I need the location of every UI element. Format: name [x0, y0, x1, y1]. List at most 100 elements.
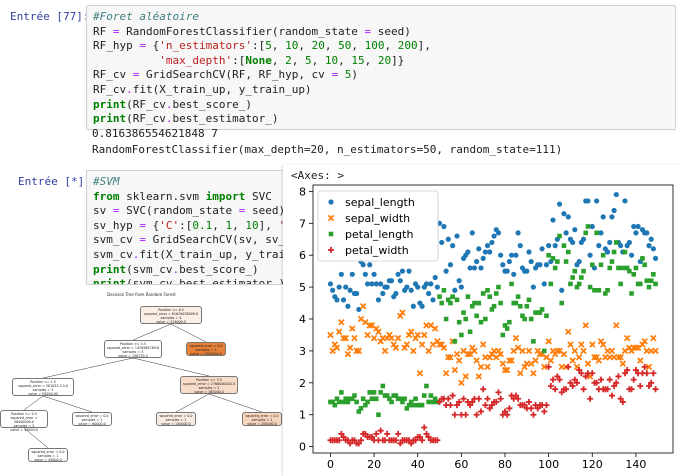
legend-box [317, 190, 439, 262]
petal-length-point [341, 399, 346, 405]
sepal-length-point [465, 249, 471, 255]
sepal-width-point [512, 334, 520, 342]
sepal-width-point [484, 363, 491, 371]
sepal-length-point [628, 252, 635, 258]
sepal-width-point [462, 373, 469, 380]
sepal-width-point [582, 322, 589, 329]
sepal-width-point [536, 350, 544, 358]
sepal-width-point [645, 363, 653, 371]
sepal-length-point [367, 262, 373, 268]
petal-width-point [624, 367, 631, 374]
tree-node: squared_error = 0.0 samples = 1 value = 45… [28, 448, 68, 462]
petal-width-point [347, 440, 354, 447]
petal-width-point [569, 383, 576, 389]
petal-length-point [559, 300, 565, 306]
tree-node-text: value = 60000.0 [78, 422, 106, 426]
sepal-length-point [537, 262, 543, 268]
petal-width-point [604, 386, 611, 393]
tree-node-text: samples = 1 [165, 418, 187, 422]
petal-width-point [419, 437, 426, 444]
petal-width-point [425, 434, 432, 441]
cell1-code-line: print(RF_cv.best_estimator_) [93, 112, 279, 126]
petal-length-point [627, 268, 632, 274]
petal-length-point [629, 291, 634, 296]
petal-width-point [622, 370, 628, 377]
sepal-length-point [458, 284, 464, 290]
sepal-width-point [407, 328, 415, 335]
sepal-length-point [541, 281, 547, 287]
sepal-length-point [498, 252, 504, 258]
cell1-prompt: Entrée [77]: [10, 10, 90, 23]
cell2-code-line: print(svm_cv.best_score_) [93, 262, 259, 276]
sepal-length-point [596, 243, 602, 249]
petal-length-point [561, 243, 567, 248]
sepal-length-point [434, 284, 440, 290]
sepal-length-point [561, 211, 567, 217]
petal-length-point [513, 300, 519, 306]
sepal-width-point [364, 331, 371, 339]
tree-node-text: squared_error = 56400000.0 [10, 416, 38, 424]
sepal-width-point [399, 309, 406, 316]
petal-length-point [336, 399, 342, 405]
sepal-length-point [594, 198, 600, 204]
petal-width-point [630, 376, 637, 383]
sepal-length-point [395, 271, 401, 277]
petal-width-point [488, 402, 495, 409]
petal-length-point [528, 316, 534, 322]
sepal-width-point [619, 360, 627, 367]
tree-edge [208, 393, 263, 413]
sepal-width-point [418, 341, 426, 348]
petal-length-point [587, 284, 593, 290]
petal-length-point [565, 249, 571, 255]
sepal-width-point [497, 350, 504, 358]
tree-node-text: squared_error = 61629038009.0 [143, 312, 199, 316]
sepal-width-point [477, 363, 485, 371]
tree-node-text: samples = 3 [122, 350, 144, 354]
cell2-code-line: sv_hyp = {'C':[0.1, 1, 10], 'ker [93, 218, 305, 232]
sepal-width-point [340, 334, 347, 342]
petal-length-point [452, 339, 458, 344]
petal-length-point [648, 278, 654, 284]
sepal-width-point [440, 344, 448, 351]
sepal-length-point [349, 271, 355, 277]
petal-width-point [338, 430, 345, 437]
sepal-length-point [580, 236, 587, 242]
petal-width-point [502, 408, 508, 415]
sepal-width-point [442, 370, 450, 377]
petal-width-point [497, 395, 504, 402]
sepal-width-point [410, 347, 417, 355]
petal-length-point [570, 275, 575, 280]
tree-node-text: samples = 2 [198, 386, 220, 390]
sepal-length-point [565, 214, 571, 220]
sepal-width-point [595, 357, 603, 364]
petal-width-point [541, 408, 548, 415]
sepal-length-point [587, 252, 593, 258]
cell1-code-editor[interactable]: #Foret aléatoire RF = RandomForestClassif… [86, 5, 676, 130]
petal-width-point [412, 437, 419, 444]
cell1-code-line: RF_cv.fit(X_train_up, y_train_up) [93, 82, 312, 96]
sepal-length-point [397, 278, 403, 284]
cell2-code-editor[interactable]: #SVM from sklearn.svm import SVC sv = SVC(… [86, 170, 306, 285]
tree-node-text: value = 200000.0 [247, 422, 277, 426]
petal-length-point [509, 281, 514, 287]
sepal-width-point [403, 341, 411, 348]
sepal-length-point [456, 278, 462, 284]
sepal-width-point [355, 347, 363, 355]
petal-length-point [555, 259, 560, 264]
petal-width-point [526, 398, 532, 405]
sepal-width-point [370, 334, 378, 342]
sepal-length-point [408, 287, 414, 293]
sepal-length-point [650, 246, 656, 252]
sepal-length-point [633, 230, 639, 236]
tree-node: Position <= 1.5 squared_error = 281033.3 … [12, 378, 74, 396]
petal-length-point [633, 265, 639, 271]
petal-width-point [469, 398, 476, 405]
petal-width-point [534, 405, 541, 412]
petal-length-point [365, 399, 370, 405]
petal-length-point [546, 252, 551, 258]
sepal-length-point [419, 303, 425, 309]
sepal-length-point [600, 214, 606, 220]
petal-length-point [600, 252, 606, 258]
petal-length-point [330, 399, 335, 405]
petal-length-point [424, 383, 429, 389]
